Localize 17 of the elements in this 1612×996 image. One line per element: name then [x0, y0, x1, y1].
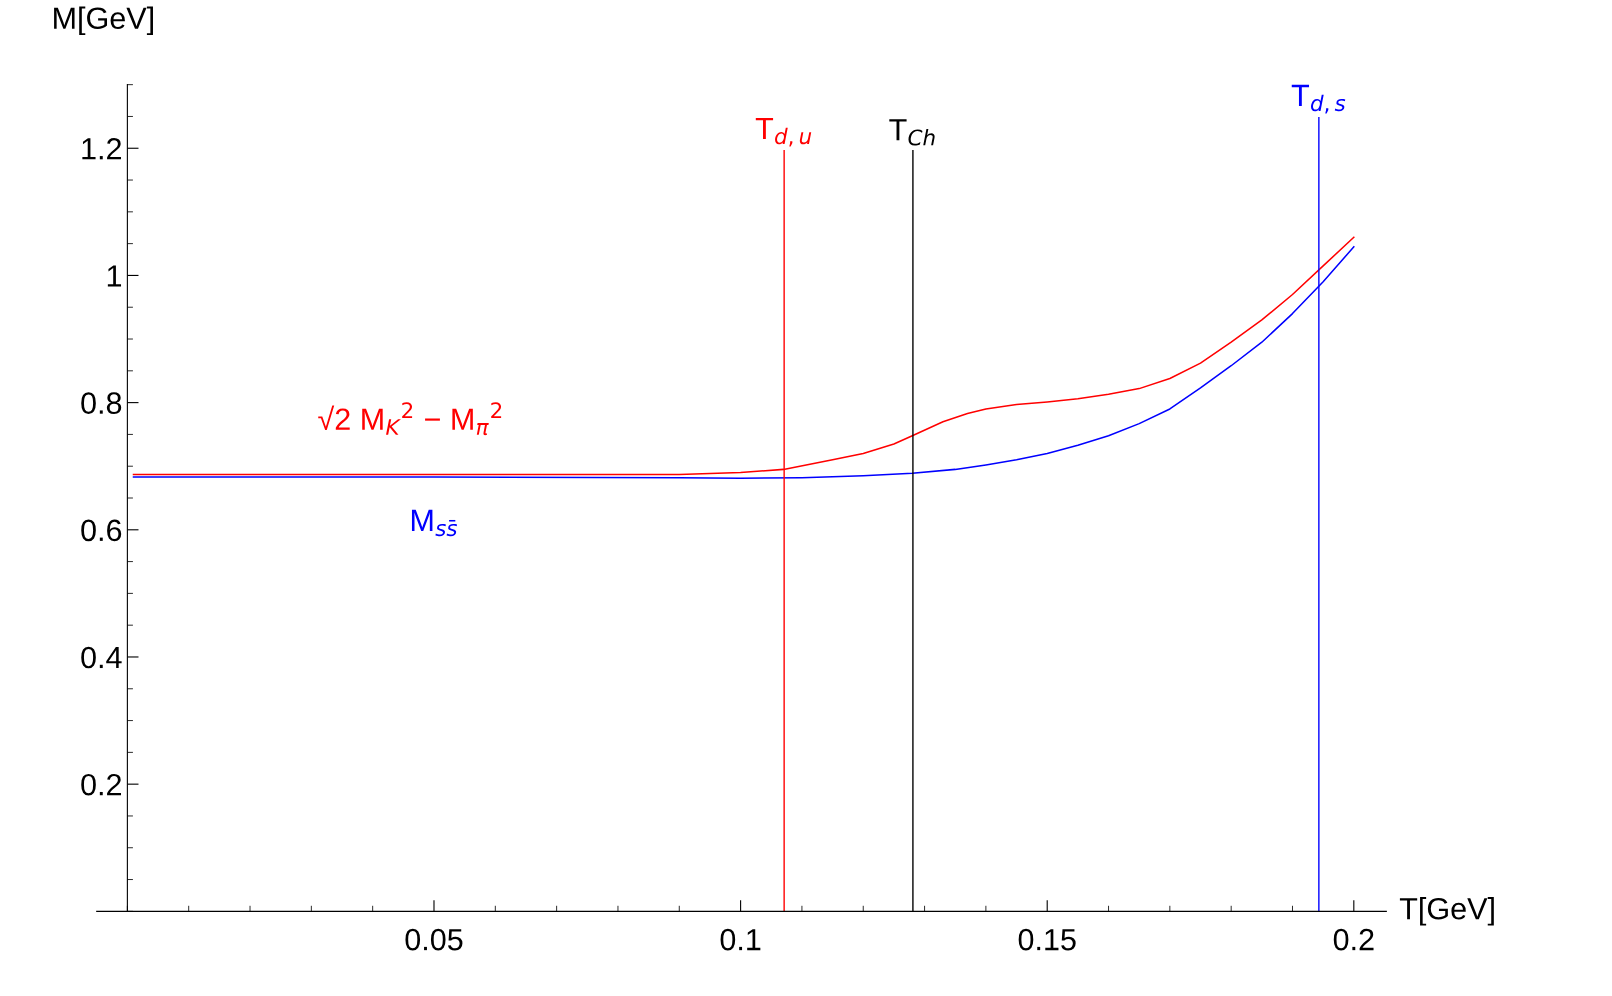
y-tick-label: 1.2	[82, 137, 121, 160]
y-tick-label: 1	[107, 265, 122, 287]
x-tick-label: 0.1	[720, 928, 761, 951]
y-tick-label: 0.4	[81, 646, 122, 669]
series-label: M$_{ss̄}$	[411, 509, 458, 537]
ref-line-label: T$_{d,s}$	[1291, 84, 1346, 114]
x-tick-label: 0.2	[1333, 928, 1374, 951]
y-tick-label: 0.8	[81, 392, 122, 414]
x-tick-label: 0.05	[405, 928, 463, 951]
ref-line-label: T$_{d,u}$	[755, 117, 812, 147]
y-tick-label: 0.6	[81, 519, 122, 542]
y-axis-title: M[GeV]	[54, 6, 153, 36]
ref-line-label: T$_{Ch}$	[889, 119, 935, 146]
series-label: √2 M$_{K}$$^{2}$ − M$_{π}$$^{2}$	[318, 402, 502, 436]
x-tick-label: 0.15	[1018, 928, 1076, 951]
x-axis-title: T[GeV]	[1399, 897, 1494, 926]
y-tick-label: 0.2	[81, 773, 121, 796]
